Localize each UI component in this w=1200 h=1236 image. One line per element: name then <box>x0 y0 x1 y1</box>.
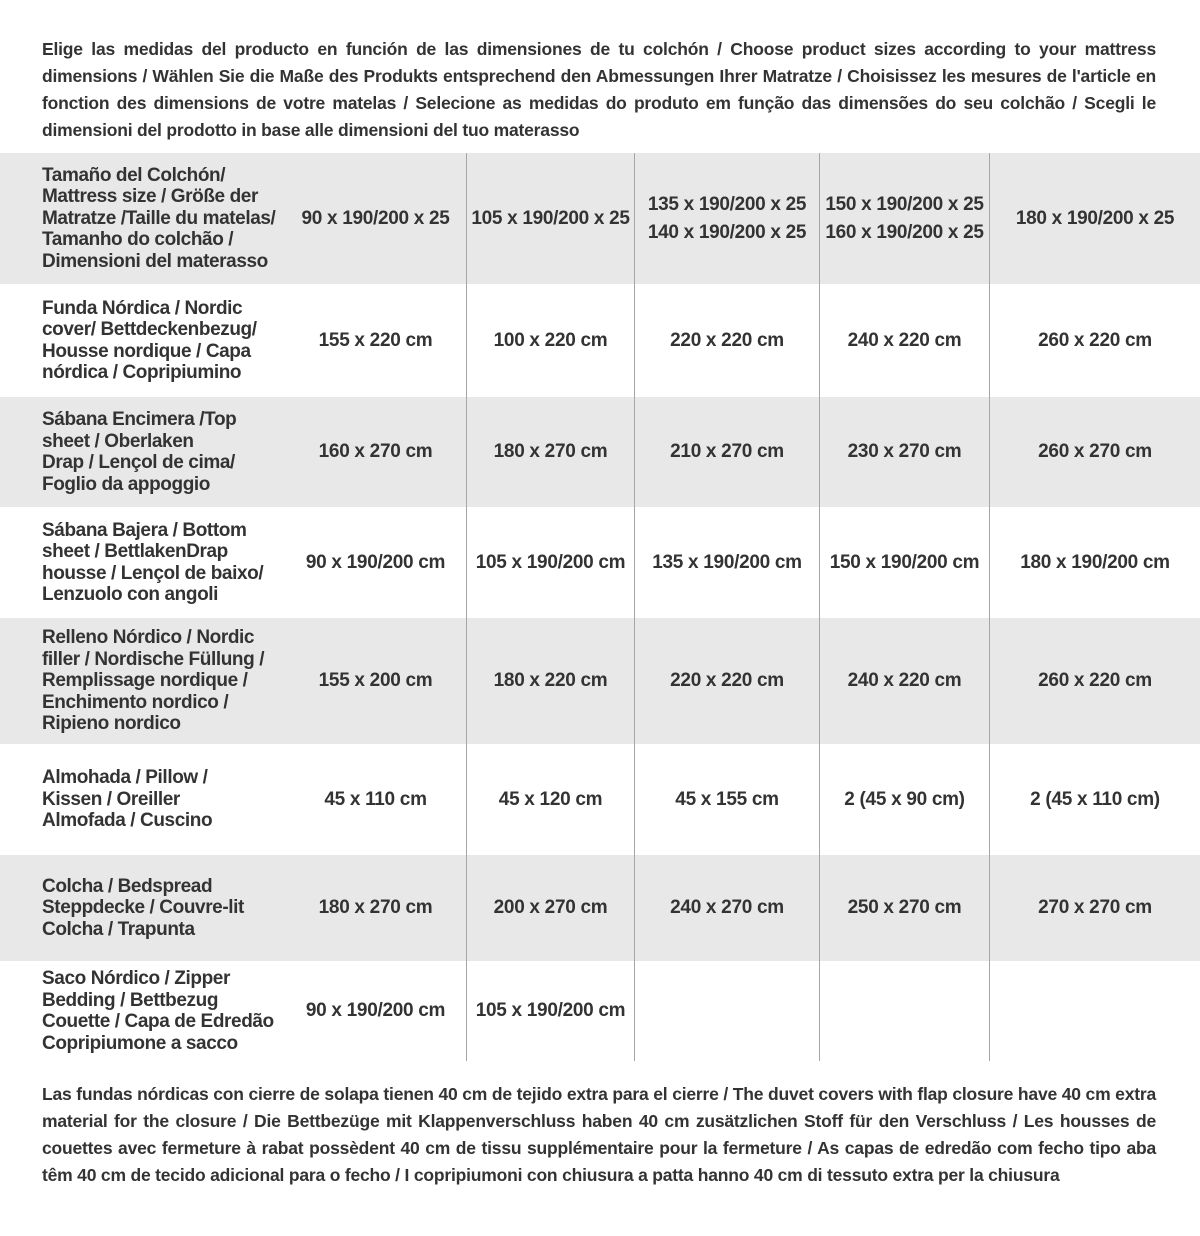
size-cell: 240 x 270 cm <box>635 855 820 961</box>
size-cell: 180 x 220 cm <box>467 618 635 744</box>
size-cell: 90 x 190/200 cm <box>285 961 467 1061</box>
size-cell: 90 x 190/200 cm <box>285 507 467 618</box>
size-cell: 250 x 270 cm <box>820 855 990 961</box>
row-label: Relleno Nórdico / Nordic filler / Nordis… <box>42 627 265 735</box>
size-cell: 180 x 190/200 x 25 <box>1015 207 1175 229</box>
size-cell: 135 x 190/200 cm <box>635 507 820 618</box>
intro-text: Elige las medidas del producto en funció… <box>42 39 1156 140</box>
size-cell <box>990 961 1200 1061</box>
size-cell: 155 x 200 cm <box>285 618 467 744</box>
size-cell: 45 x 110 cm <box>285 744 467 855</box>
row-label: Colcha / Bedspread Steppdecke / Couvre-l… <box>42 875 244 940</box>
row-label: Funda Nórdica / Nordic cover/ Bettdecken… <box>42 297 257 384</box>
size-cell: 180 x 190/200 cm <box>1020 551 1170 573</box>
size-cell: 260 x 220 cm <box>1038 329 1152 351</box>
size-cell: 105 x 190/200 x 25 <box>467 153 635 284</box>
size-cell: 180 x 270 cm <box>285 855 467 961</box>
size-cell: 100 x 220 cm <box>467 284 635 397</box>
size-cell <box>635 961 820 1061</box>
size-cell: 200 x 270 cm <box>467 855 635 961</box>
size-cell: 220 x 220 cm <box>635 284 820 397</box>
row-pillow: Almohada / Pillow / Kissen / Oreiller Al… <box>0 744 1200 855</box>
row-top-sheet: Sábana Encimera /Top sheet / Oberlaken D… <box>0 397 1200 507</box>
row-nordic-filler: Relleno Nórdico / Nordic filler / Nordis… <box>0 618 1200 744</box>
size-cell: 105 x 190/200 cm <box>467 961 635 1061</box>
row-zipper-bedding: Saco Nórdico / Zipper Bedding / Bettbezu… <box>0 961 1200 1061</box>
row-label: Tamaño del Colchón/ Mattress size / Größ… <box>42 164 276 272</box>
size-cell: 135 x 190/200 x 25 140 x 190/200 x 25 <box>635 153 820 284</box>
size-cell: 160 x 270 cm <box>285 397 467 507</box>
size-cell: 105 x 190/200 cm <box>467 507 635 618</box>
footnote-text: Las fundas nórdicas con cierre de solapa… <box>42 1084 1156 1185</box>
size-cell: 260 x 220 cm <box>1038 670 1152 691</box>
size-cell: 2 (45 x 110 cm) <box>1030 788 1160 810</box>
row-mattress-size: Tamaño del Colchón/ Mattress size / Größ… <box>0 153 1200 284</box>
size-cell: 45 x 120 cm <box>467 744 635 855</box>
size-cell: 150 x 190/200 x 25 160 x 190/200 x 25 <box>820 153 990 284</box>
size-cell: 90 x 190/200 x 25 <box>285 153 467 284</box>
size-cell: 2 (45 x 90 cm) <box>820 744 990 855</box>
size-cell <box>820 961 990 1061</box>
row-label: Almohada / Pillow / Kissen / Oreiller Al… <box>42 767 213 832</box>
row-bedspread: Colcha / Bedspread Steppdecke / Couvre-l… <box>0 855 1200 961</box>
size-cell: 220 x 220 cm <box>635 618 820 744</box>
size-cell: 210 x 270 cm <box>635 397 820 507</box>
row-bottom-sheet: Sábana Bajera / Bottom sheet / Bettlaken… <box>0 507 1200 618</box>
size-cell: 270 x 270 cm <box>1038 897 1152 918</box>
size-cell: 180 x 270 cm <box>467 397 635 507</box>
row-label: Sábana Encimera /Top sheet / Oberlaken D… <box>42 409 237 495</box>
row-label: Sábana Bajera / Bottom sheet / Bettlaken… <box>42 519 264 606</box>
row-nordic-cover: Funda Nórdica / Nordic cover/ Bettdecken… <box>0 284 1200 397</box>
size-cell: 260 x 270 cm <box>1038 441 1152 462</box>
size-table: Tamaño del Colchón/ Mattress size / Größ… <box>0 153 1200 1061</box>
size-cell: 240 x 220 cm <box>820 618 990 744</box>
size-guide-page: Elige las medidas del producto en funció… <box>0 36 1200 1189</box>
size-cell: 230 x 270 cm <box>820 397 990 507</box>
size-cell: 155 x 220 cm <box>285 284 467 397</box>
size-cell: 150 x 190/200 cm <box>820 507 990 618</box>
row-label: Saco Nórdico / Zipper Bedding / Bettbezu… <box>42 968 274 1054</box>
size-cell: 45 x 155 cm <box>635 744 820 855</box>
size-cell: 240 x 220 cm <box>820 284 990 397</box>
